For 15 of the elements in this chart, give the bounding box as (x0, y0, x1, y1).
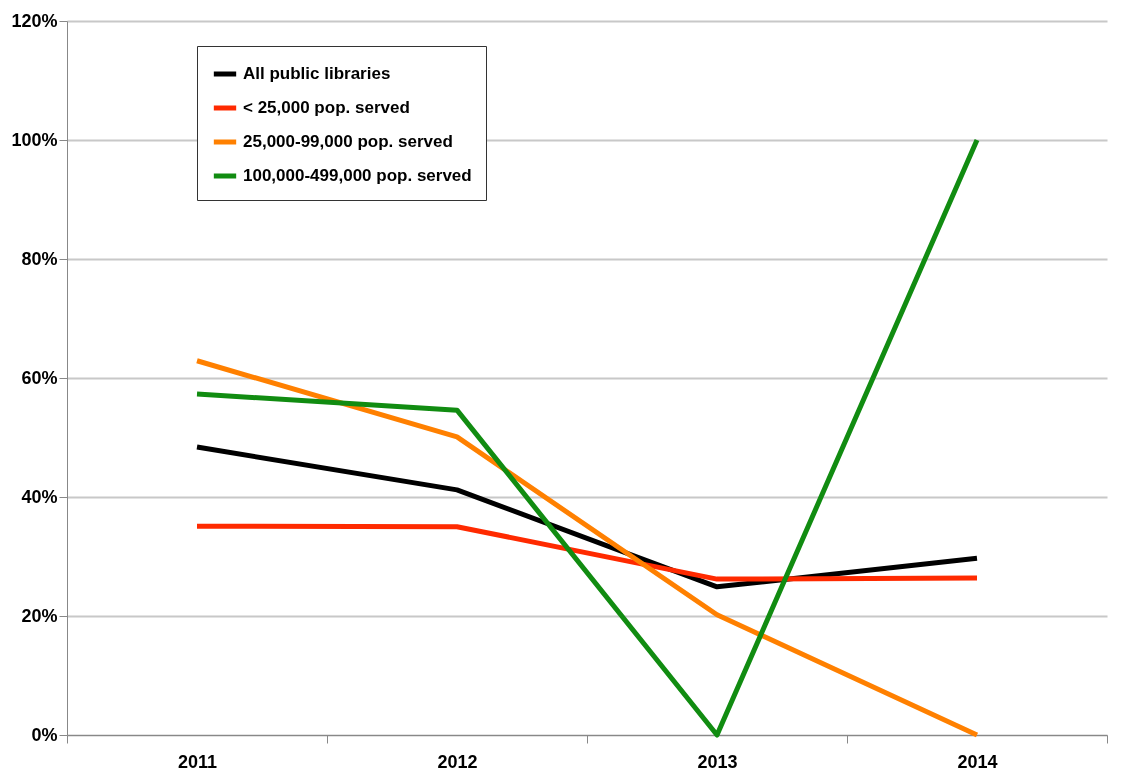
legend-label: < 25,000 pop. served (243, 98, 410, 117)
y-tick-label: 40% (21, 486, 58, 507)
legend-label: 100,000-499,000 pop. served (243, 166, 472, 185)
x-tick-label: 2011 (177, 751, 218, 771)
y-tick-label: 100% (11, 129, 58, 150)
x-tick-label: 2014 (957, 751, 998, 771)
legend-label: All public libraries (243, 64, 391, 83)
y-tick-label: 120% (11, 10, 58, 31)
legend-label: 25,000-99,000 pop. served (243, 132, 453, 151)
y-tick-label: 80% (21, 248, 58, 269)
x-tick-label: 2013 (697, 751, 738, 771)
x-tick-label: 2012 (437, 751, 478, 771)
y-tick-label: 60% (21, 367, 58, 388)
y-tick-label: 20% (21, 605, 58, 626)
y-tick-label: 0% (31, 724, 58, 745)
